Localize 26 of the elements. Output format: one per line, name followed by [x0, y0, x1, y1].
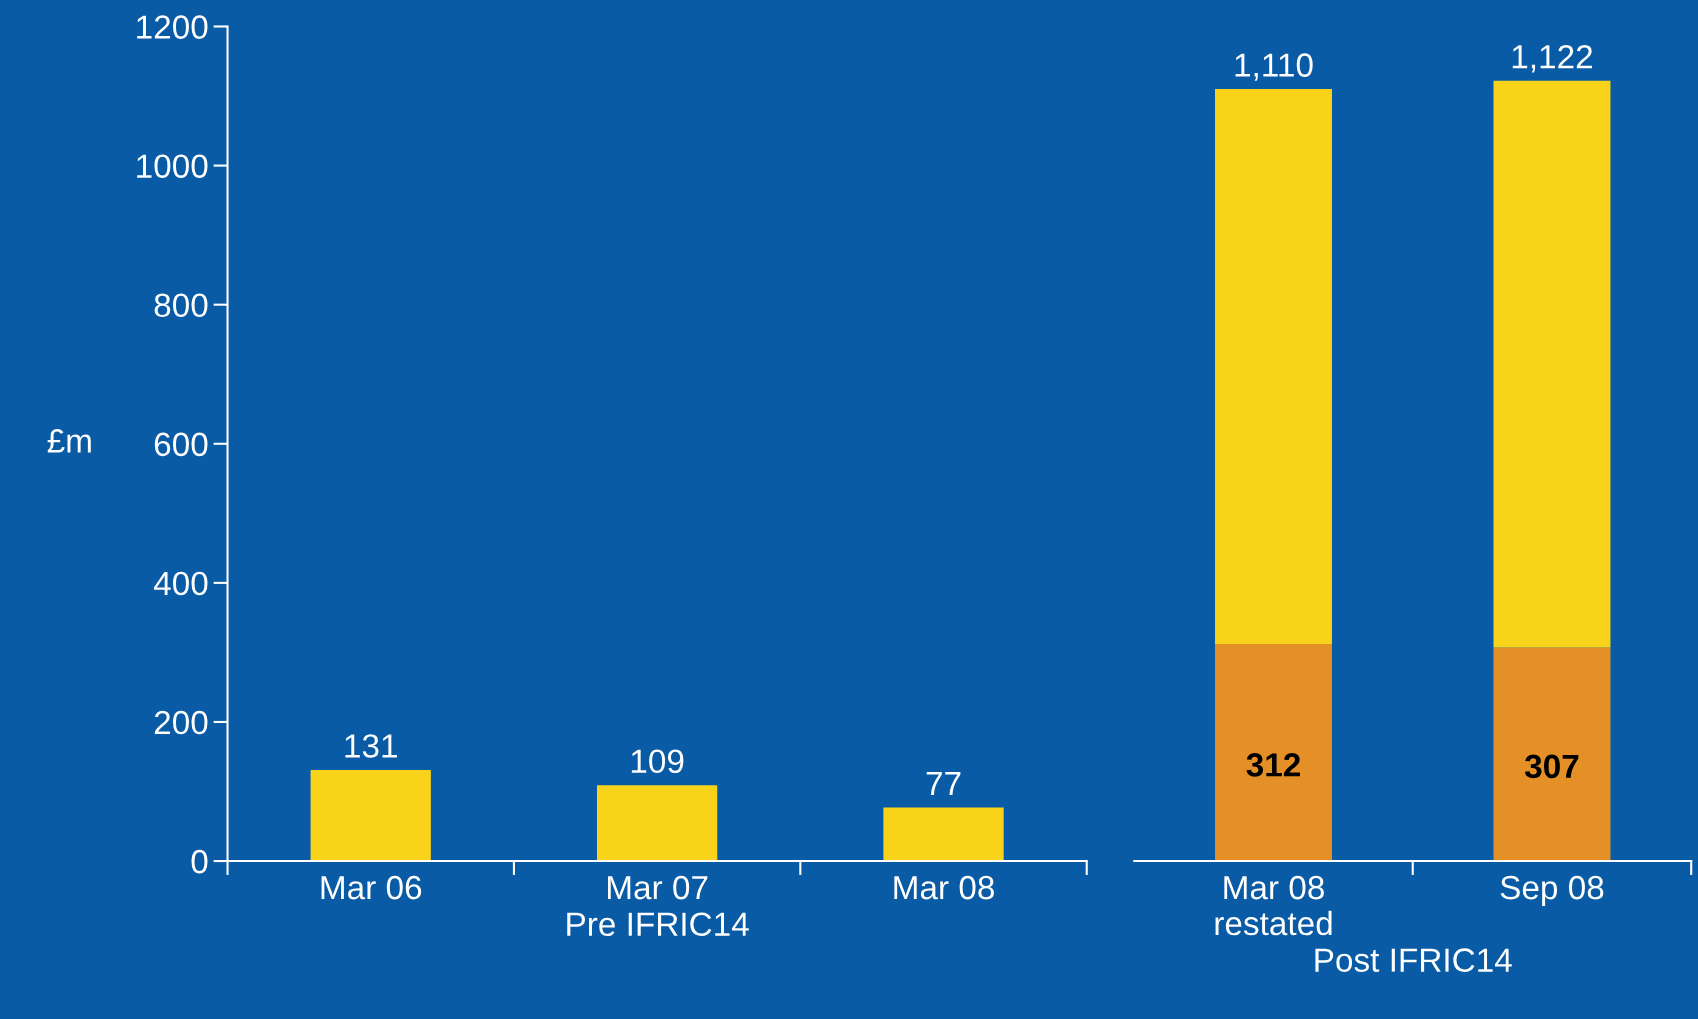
bar	[1493, 80, 1611, 648]
data-label: 131	[345, 734, 397, 758]
bar	[1215, 644, 1332, 862]
y-tick-label: 1200	[137, 15, 208, 39]
y-axis-title: £m	[47, 429, 91, 453]
x-axis-title: Pre IFRIC14	[567, 912, 749, 937]
y-tick-label: 1000	[137, 154, 208, 178]
data-label: 307	[1524, 754, 1579, 779]
data-label: 77	[926, 772, 961, 796]
y-tick-label: 600	[154, 432, 208, 457]
y-tick-label: 200	[154, 710, 208, 735]
total-label: 1,122	[1512, 44, 1593, 73]
x-axis-title: Post IFRIC14	[1315, 948, 1512, 972]
bar	[1493, 647, 1611, 862]
x-tick-label: Mar 08 restated	[1215, 875, 1332, 936]
data-label: 109	[631, 749, 684, 774]
x-tick-label: Mar 08	[894, 875, 994, 900]
total-label: 1,110	[1235, 53, 1313, 81]
x-tick-label: Sep 08	[1500, 875, 1604, 907]
y-tick-label: 800	[154, 293, 208, 318]
data-label: 312	[1246, 753, 1300, 777]
x-tick-label: Mar 06	[321, 875, 422, 900]
x-tick-label: Mar 07	[607, 875, 708, 900]
y-tick-label: 400	[153, 571, 208, 596]
bar	[1215, 89, 1332, 645]
y-tick-label: 0	[191, 849, 208, 874]
